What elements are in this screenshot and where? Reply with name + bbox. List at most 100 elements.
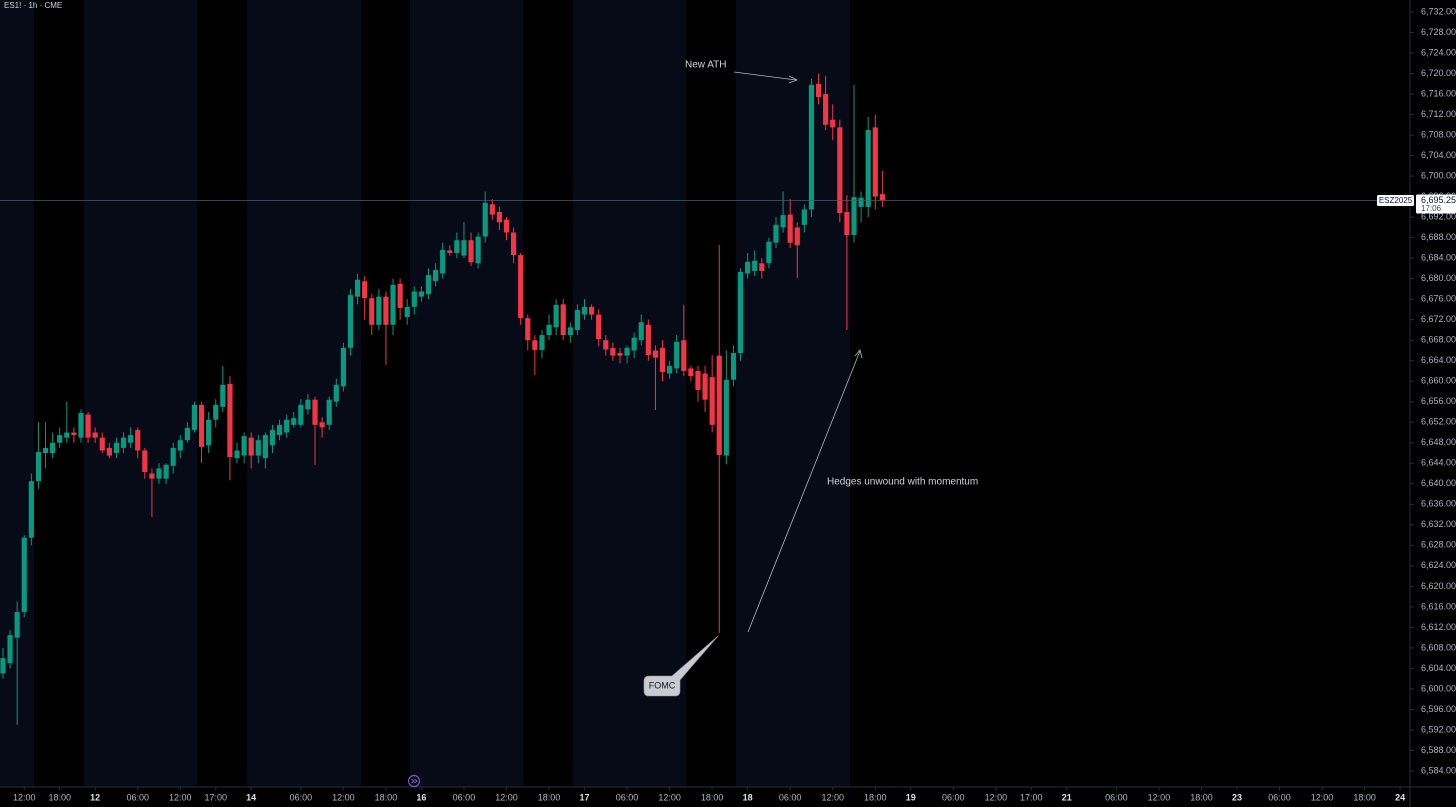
y-tick-label: 6,712.00 <box>1421 109 1456 119</box>
y-tick-label: 6,720.00 <box>1421 68 1456 78</box>
candle-body <box>354 279 361 297</box>
y-tick-label: 6,728.00 <box>1421 27 1456 37</box>
candle-body <box>142 450 148 473</box>
y-tick-label: 6,676.00 <box>1421 294 1456 304</box>
x-tick-label: 12:00 <box>1148 792 1171 802</box>
candle-body <box>695 370 701 390</box>
candle-body <box>35 452 42 482</box>
candle-body <box>248 437 254 456</box>
candle-body <box>305 399 311 410</box>
candle-body <box>745 261 751 274</box>
candle-body <box>135 429 141 451</box>
candle-body <box>681 340 687 371</box>
candle-body <box>106 447 112 456</box>
y-tick-label: 6,596.00 <box>1421 704 1456 714</box>
candle-body <box>560 304 566 336</box>
candle-body <box>652 350 659 358</box>
candle-body <box>7 635 13 664</box>
y-tick-label: 6,700.00 <box>1421 170 1456 180</box>
candle-body <box>539 335 545 350</box>
session-bands <box>0 0 850 787</box>
candle-body <box>638 322 644 341</box>
y-tick-label: 6,604.00 <box>1421 663 1456 673</box>
candle-body <box>99 437 105 451</box>
candle-body <box>454 240 460 254</box>
y-tick-label: 6,716.00 <box>1421 88 1456 98</box>
x-tick-label: 23 <box>1232 792 1242 802</box>
candle-body <box>404 306 410 318</box>
candle-body <box>198 404 205 447</box>
candle-body <box>730 353 737 380</box>
y-tick-label: 6,724.00 <box>1421 47 1456 57</box>
candle-body <box>815 83 822 98</box>
y-tick-label: 6,692.00 <box>1421 212 1456 222</box>
x-tick-label: 18:00 <box>538 792 561 802</box>
candle-body <box>447 250 453 254</box>
session-band <box>573 0 686 787</box>
candle-body <box>659 347 666 373</box>
annotation-text: Hedges unwound with momentum <box>827 477 978 488</box>
candle-body <box>0 658 6 674</box>
x-tick-label: 12:00 <box>1311 792 1334 802</box>
y-tick-label: 6,628.00 <box>1421 540 1456 550</box>
symbol-label: ESZ2025 <box>1379 196 1413 205</box>
y-tick-label: 6,616.00 <box>1421 601 1456 611</box>
icon-circle[interactable] <box>407 774 421 788</box>
y-tick-label: 6,656.00 <box>1421 396 1456 406</box>
chart-title: ES1! · 1h · CME <box>4 1 62 10</box>
y-tick-label: 6,708.00 <box>1421 129 1456 139</box>
y-tick-label: 6,660.00 <box>1421 376 1456 386</box>
candle-body <box>844 212 850 236</box>
candle-body <box>298 404 304 425</box>
arrow-head <box>788 75 798 84</box>
candle-body <box>432 269 439 282</box>
candle-body <box>269 429 276 446</box>
y-tick-label: 6,668.00 <box>1421 335 1456 345</box>
y-tick-label: 6,592.00 <box>1421 724 1456 734</box>
candle-body <box>383 296 389 325</box>
x-tick-label: 12:00 <box>13 792 36 802</box>
candle-body <box>503 219 510 233</box>
y-tick-label: 6,632.00 <box>1421 519 1456 529</box>
y-tick-label: 6,620.00 <box>1421 581 1456 591</box>
candle-body <box>220 384 226 407</box>
y-tick-label: 6,612.00 <box>1421 622 1456 632</box>
y-tick-label: 6,584.00 <box>1421 765 1456 775</box>
candle-body <box>574 309 581 330</box>
x-tick-label: 19 <box>906 792 916 802</box>
candle-body <box>603 340 609 350</box>
candle-body <box>780 215 786 228</box>
x-tick-label: 16 <box>416 792 426 802</box>
candle-body <box>830 119 836 128</box>
candle-body <box>709 377 715 425</box>
x-tick-label: 18 <box>743 792 753 802</box>
x-tick-label: 18:00 <box>375 792 398 802</box>
candle-body <box>14 612 20 638</box>
candle-body <box>879 194 885 201</box>
x-tick-label: 18:00 <box>864 792 887 802</box>
y-tick-label: 6,624.00 <box>1421 560 1456 570</box>
scroll-icon[interactable] <box>407 774 421 788</box>
y-tick-label: 6,640.00 <box>1421 478 1456 488</box>
candle-body <box>92 432 98 438</box>
x-tick-label: 17:00 <box>204 792 227 802</box>
candle-body <box>787 214 793 243</box>
candle-body <box>418 291 424 297</box>
candle-body <box>120 437 127 448</box>
candle-body <box>57 435 63 443</box>
y-tick-label: 6,732.00 <box>1421 6 1456 16</box>
annotation-text: FOMC <box>649 680 676 690</box>
candle-body <box>645 324 651 356</box>
x-tick-label: 12:00 <box>495 792 518 802</box>
candle-body <box>837 127 843 214</box>
candle-body <box>227 383 233 458</box>
candle-body <box>234 450 240 459</box>
candle-body <box>390 284 396 325</box>
candle-body <box>64 432 70 438</box>
x-tick-label: 12:00 <box>169 792 192 802</box>
x-tick-label: 06:00 <box>290 792 313 802</box>
candle-body <box>156 468 162 479</box>
candle-body <box>510 232 517 256</box>
candle-body <box>85 414 91 438</box>
candle-body <box>170 447 176 466</box>
